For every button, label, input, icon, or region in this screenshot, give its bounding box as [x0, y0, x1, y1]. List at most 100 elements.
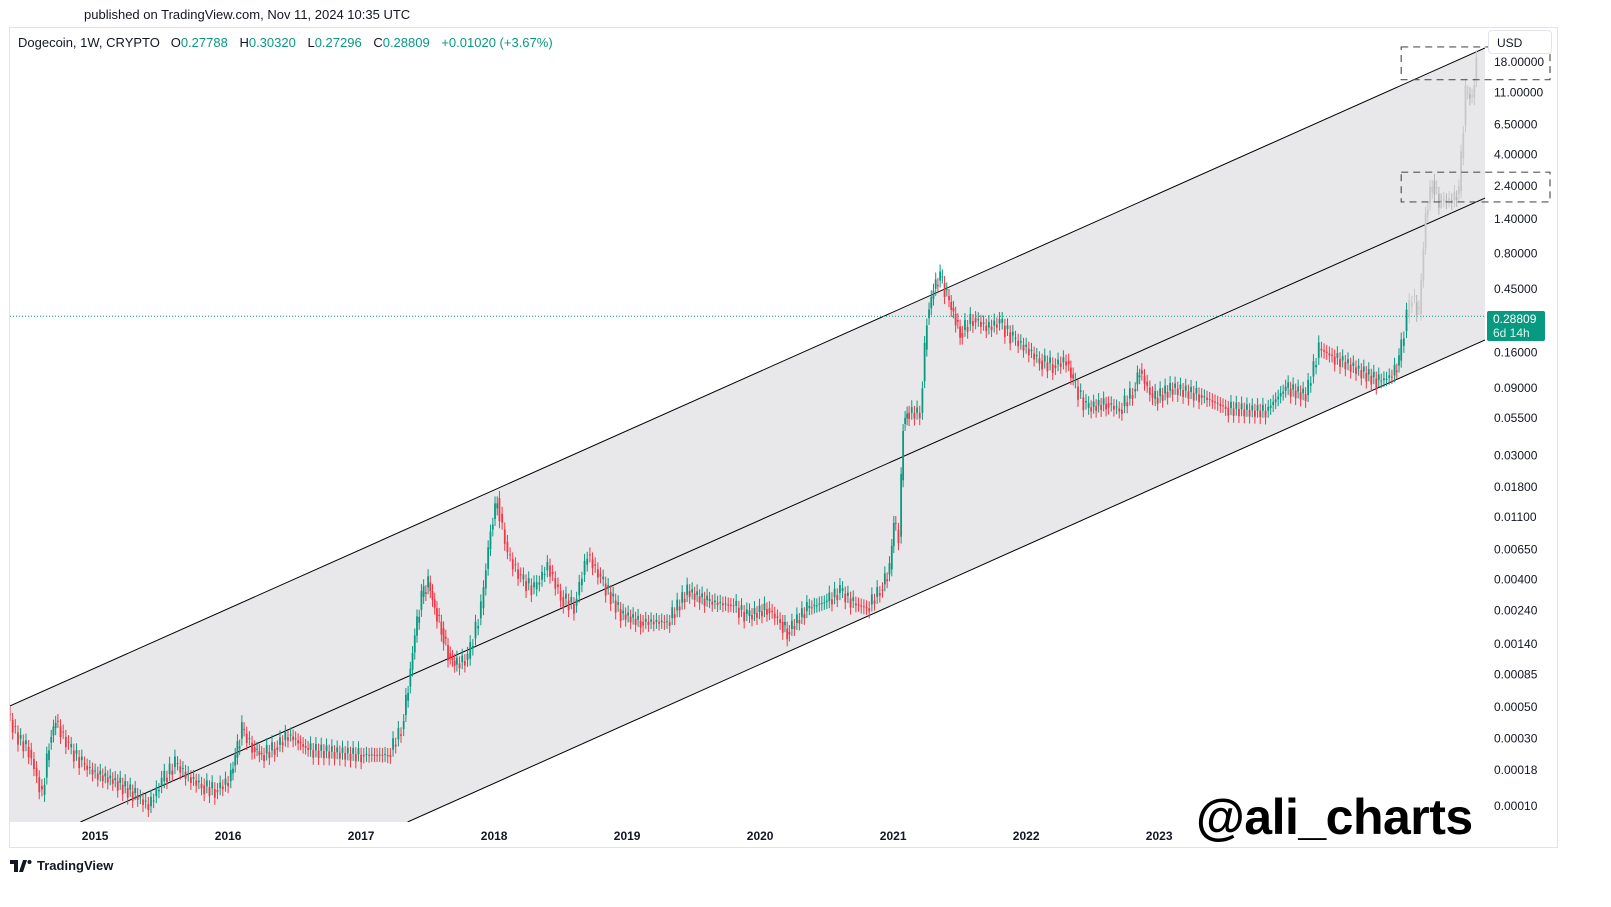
- candle: [1001, 318, 1004, 323]
- candle: [599, 574, 602, 577]
- candle: [800, 608, 803, 618]
- candle: [586, 558, 589, 565]
- candle: [1331, 354, 1333, 356]
- candle: [1200, 395, 1203, 399]
- candle: [753, 608, 756, 615]
- candle: [25, 740, 27, 745]
- candle: [322, 751, 325, 759]
- time-tick-label: 2022: [1013, 829, 1040, 843]
- candle: [890, 545, 893, 570]
- currency-button[interactable]: USD: [1488, 30, 1552, 54]
- candle: [346, 747, 349, 754]
- candle: [588, 554, 591, 556]
- open-label: O: [170, 35, 181, 50]
- candle: [70, 743, 73, 748]
- candle: [35, 768, 38, 776]
- candle: [1320, 348, 1323, 351]
- candle: [972, 320, 974, 326]
- projection-bar: [1418, 307, 1420, 309]
- candle: [192, 776, 195, 779]
- candle: [724, 603, 727, 605]
- candle: [815, 605, 818, 607]
- candle: [1307, 379, 1310, 396]
- candle: [1159, 388, 1162, 397]
- time-tick-label: 2020: [747, 829, 774, 843]
- candle: [1254, 410, 1256, 417]
- candle: [716, 602, 719, 606]
- projection-bar: [1453, 192, 1456, 201]
- candle: [932, 290, 935, 299]
- candle: [171, 770, 174, 775]
- candle: [1274, 399, 1277, 403]
- candle: [1161, 394, 1164, 401]
- candle: [344, 753, 347, 760]
- candle: [681, 592, 684, 603]
- candle: [43, 784, 46, 795]
- candle: [1051, 364, 1054, 374]
- candle: [1267, 406, 1270, 411]
- candle: [158, 790, 160, 792]
- candle: [688, 591, 691, 597]
- candle: [1355, 367, 1357, 374]
- candle: [245, 733, 248, 744]
- candle: [1405, 309, 1408, 332]
- candle: [546, 562, 549, 571]
- candle: [101, 775, 104, 782]
- candle: [1105, 403, 1108, 410]
- candle: [1192, 392, 1195, 401]
- candle: [129, 784, 132, 790]
- candle: [405, 694, 407, 715]
- candle: [413, 635, 416, 653]
- candle: [1110, 403, 1113, 405]
- candle: [317, 750, 320, 759]
- candle: [650, 619, 652, 622]
- candle: [292, 736, 295, 741]
- candle: [265, 745, 268, 754]
- candle: [325, 745, 328, 752]
- candle: [995, 324, 998, 328]
- candle: [111, 779, 114, 784]
- candle: [735, 600, 738, 606]
- candle: [913, 412, 916, 419]
- candle: [1402, 338, 1405, 346]
- candle: [330, 746, 333, 752]
- candle: [525, 581, 527, 592]
- candle: [258, 751, 261, 756]
- price-tick-label: 1.40000: [1494, 212, 1538, 226]
- candle: [75, 750, 78, 754]
- candle: [1367, 369, 1370, 375]
- candle: [1146, 381, 1149, 386]
- candle: [1385, 378, 1388, 380]
- candle: [519, 574, 522, 576]
- candle: [1246, 404, 1248, 410]
- candle: [389, 754, 392, 758]
- candle: [956, 320, 959, 322]
- projection-bar: [1475, 57, 1478, 81]
- candle: [453, 660, 456, 666]
- candle: [894, 522, 897, 524]
- candle: [354, 754, 357, 762]
- candle: [1284, 386, 1287, 391]
- candle: [150, 796, 152, 807]
- candle: [1095, 406, 1098, 411]
- candle: [469, 642, 472, 659]
- candle: [729, 604, 732, 606]
- candle: [41, 786, 43, 790]
- candle: [253, 747, 256, 753]
- projection-bar: [1464, 85, 1467, 126]
- candle: [248, 738, 251, 740]
- candle: [438, 614, 441, 616]
- candle: [166, 777, 168, 782]
- candle: [693, 593, 696, 600]
- candle: [496, 503, 499, 509]
- candle: [517, 569, 519, 579]
- candle: [234, 754, 237, 766]
- tradingview-logo[interactable]: TradingView: [10, 858, 113, 873]
- candle: [304, 746, 307, 748]
- candle: [299, 742, 302, 744]
- candle: [810, 607, 813, 609]
- projection-bar: [1415, 301, 1418, 316]
- candle: [1248, 410, 1251, 417]
- candle: [19, 735, 22, 739]
